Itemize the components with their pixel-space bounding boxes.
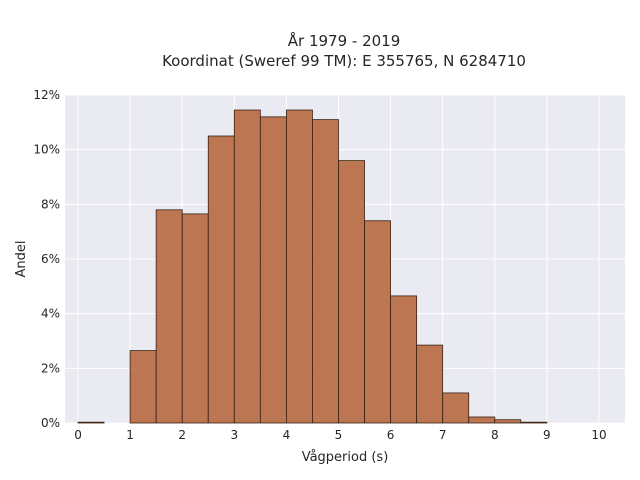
- x-tick-label: 7: [439, 428, 447, 442]
- bar-14: [442, 392, 470, 424]
- bar-6: [233, 109, 261, 424]
- bar-13: [416, 344, 444, 424]
- y-tick-labels: 0% 2% 4% 6% 8% 10% 12%: [33, 88, 60, 430]
- x-tick-labels: 0 1 2 3 4 5 6 7 8 9 10: [74, 428, 606, 442]
- x-tick-label: 8: [491, 428, 499, 442]
- bars: [77, 109, 548, 424]
- bar-11: [364, 220, 391, 424]
- bar-8: [285, 109, 313, 424]
- y-tick-label: 10%: [33, 143, 60, 157]
- x-tick-label: 0: [74, 428, 82, 442]
- bar-16: [494, 419, 522, 424]
- bar-15: [468, 416, 496, 424]
- y-tick-label: 6%: [41, 252, 60, 266]
- bar-9: [312, 119, 339, 424]
- x-tick-label: 1: [126, 428, 134, 442]
- x-tick-label: 10: [591, 428, 606, 442]
- y-tick-label: 0%: [41, 416, 60, 430]
- bar-10: [338, 160, 365, 424]
- x-axis-label: Vågperiod (s): [302, 450, 389, 465]
- bar-7: [259, 116, 287, 424]
- x-tick-label: 3: [230, 428, 238, 442]
- y-tick-label: 2%: [41, 361, 60, 375]
- x-tick-label: 4: [283, 428, 291, 442]
- x-tick-label: 2: [178, 428, 186, 442]
- x-tick-label: 9: [543, 428, 551, 442]
- bar-4: [181, 213, 209, 424]
- bar-17: [520, 421, 548, 424]
- bar-5: [207, 135, 235, 424]
- y-axis-label: Andel: [14, 241, 29, 278]
- bar-12: [390, 295, 418, 424]
- y-tick-label: 4%: [41, 307, 60, 321]
- chart-title: År 1979 - 2019: [288, 31, 401, 50]
- y-tick-label: 12%: [33, 88, 60, 102]
- chart-subtitle: Koordinat (Sweref 99 TM): E 355765, N 62…: [162, 52, 526, 70]
- x-tick-label: 6: [387, 428, 395, 442]
- x-tick-label: 5: [335, 428, 343, 442]
- y-tick-label: 8%: [41, 197, 60, 211]
- bar-0: [77, 421, 105, 424]
- bar-3: [155, 209, 183, 424]
- bar-2: [129, 350, 157, 424]
